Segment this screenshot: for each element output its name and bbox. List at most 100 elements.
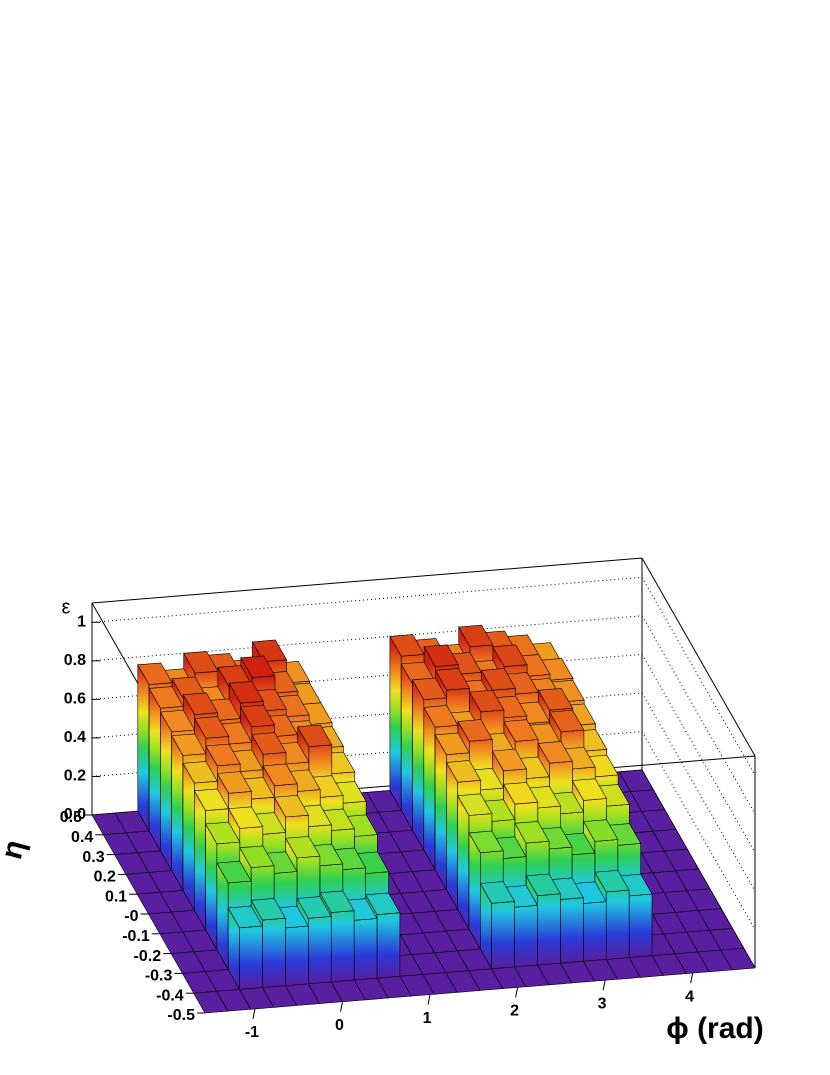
bar-top — [182, 761, 218, 784]
bar-top — [537, 688, 574, 711]
bar-front-face — [491, 901, 515, 970]
bar-front-face — [628, 893, 653, 958]
bar-top — [227, 905, 263, 929]
bar-top — [137, 662, 173, 685]
bar-top — [492, 644, 528, 667]
bar-top — [228, 806, 264, 829]
bar-top — [240, 704, 276, 728]
frame-line — [641, 557, 756, 757]
bar-top — [205, 743, 241, 767]
bar-top — [182, 692, 219, 715]
y-tick-label: 0.1 — [105, 888, 127, 905]
bar-top — [239, 845, 275, 868]
bar-top — [434, 668, 471, 691]
bar-top — [251, 732, 287, 755]
y-tick-label: -0.4 — [156, 987, 184, 1004]
bar-front-face — [330, 910, 355, 983]
bar-left-face — [457, 794, 470, 931]
y-tick-label: -0.2 — [134, 948, 162, 965]
bar — [479, 881, 515, 970]
bar-top — [583, 819, 619, 842]
x-axis-title: ϕ (rad) — [666, 1012, 764, 1045]
bar-top — [148, 686, 184, 709]
bar-top — [240, 655, 276, 678]
x-tick-label: 2 — [510, 1003, 519, 1020]
bar-top — [205, 821, 241, 845]
bar-left-face — [194, 789, 206, 932]
bar-top — [183, 651, 219, 674]
z-tick-label: 0.2 — [64, 768, 86, 785]
x-tick-label: -1 — [245, 1024, 259, 1041]
y-tick-label: 0.2 — [94, 869, 116, 886]
bar-left-face — [137, 663, 150, 833]
bar-front-face — [605, 889, 630, 960]
bar-top — [216, 860, 252, 884]
bar-front-face — [239, 925, 263, 990]
bar-top — [571, 778, 607, 801]
x-tick — [690, 973, 694, 984]
frame-line — [91, 557, 643, 604]
y-tick-label: -0.3 — [145, 968, 173, 985]
bar-top — [468, 830, 504, 854]
bar-top — [423, 705, 459, 728]
x-tick-label: 0 — [335, 1017, 344, 1034]
x-tick — [602, 980, 606, 991]
x-tick-label: 4 — [685, 988, 694, 1005]
x-tick — [515, 987, 519, 998]
bar-top — [412, 677, 448, 701]
bar-front-face — [262, 917, 286, 988]
bar-top — [594, 869, 630, 893]
floor-tile — [193, 990, 229, 1014]
bar-top — [194, 716, 230, 739]
x-tick — [427, 994, 431, 1005]
bar-top — [445, 760, 482, 783]
bar-top — [537, 741, 573, 764]
bar-top — [434, 732, 470, 756]
bar-front-face — [307, 916, 332, 985]
bar-top — [273, 794, 310, 818]
bar — [227, 905, 263, 991]
bar-left-face — [171, 734, 184, 892]
bar-left-face — [423, 706, 436, 871]
bar-front-face — [285, 925, 309, 987]
y-tick-label: 0.4 — [71, 829, 93, 846]
bar-front-face — [376, 912, 401, 979]
bar-left-face — [205, 822, 218, 952]
bar-top — [262, 763, 298, 787]
bar-front-face — [353, 918, 378, 981]
bar-front-face — [560, 897, 584, 964]
bar-top — [171, 733, 207, 756]
y-tick-label: 0.5 — [60, 809, 82, 826]
bar-top — [297, 724, 333, 748]
bar-left-face — [446, 761, 459, 911]
bar-top — [479, 881, 515, 904]
x-tick-label: 3 — [598, 995, 607, 1012]
bar-top — [514, 821, 550, 844]
bar-top — [216, 771, 252, 794]
bar-top — [469, 689, 505, 713]
bar-left-face — [182, 762, 195, 912]
z-tick-label: 0.6 — [64, 691, 86, 708]
bar-top — [193, 788, 230, 811]
bar-top — [491, 748, 527, 772]
bar-top — [159, 709, 196, 733]
bar-top — [228, 681, 264, 704]
bar-front-face — [537, 893, 561, 966]
bar-top — [503, 782, 539, 805]
bar-front-face — [514, 904, 538, 968]
bar-left-face — [434, 733, 447, 891]
bar-top — [389, 634, 425, 657]
bar-left-face — [160, 710, 172, 872]
y-tick-label: 0.3 — [82, 849, 104, 866]
bar-left-face — [400, 662, 413, 832]
bar-top — [296, 896, 332, 919]
bar-top — [525, 873, 561, 897]
z-axis-title: ε — [62, 596, 71, 618]
bar-top — [457, 793, 493, 816]
y-axis-title: η — [0, 836, 32, 862]
z-tick-label: 1 — [77, 613, 86, 630]
y-tick-label: -0.5 — [167, 1007, 195, 1024]
z-tick-label: 0.8 — [64, 652, 86, 669]
x-tick — [340, 1001, 343, 1012]
